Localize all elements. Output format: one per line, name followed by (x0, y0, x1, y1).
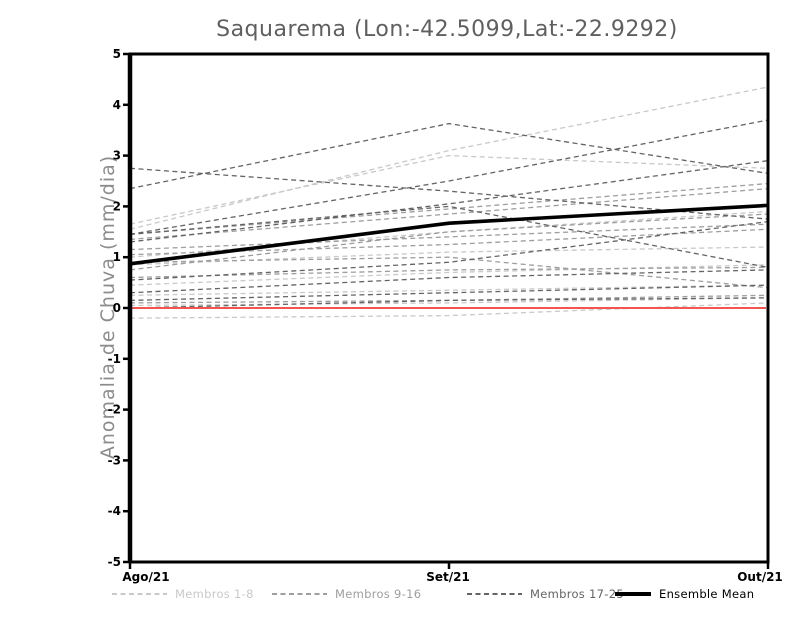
member-line-group-3 (129, 269, 769, 294)
legend-item-ensemble-mean: Ensemble Mean (615, 586, 754, 602)
legend-item-members-17-25: Membros 17-25 (467, 586, 624, 602)
member-line-group-2 (129, 256, 769, 289)
y-tick-label: 3 (113, 149, 121, 163)
member-line-group-1 (129, 284, 769, 296)
member-line-group-3 (129, 284, 769, 302)
member-line-group-3 (129, 205, 769, 268)
member-line-group-3 (129, 167, 769, 220)
legend-dashed-line-icon (467, 593, 522, 595)
y-tick-label: 4 (113, 98, 121, 112)
legend-item-members-9-16: Membros 9-16 (272, 586, 421, 602)
legend-solid-line-icon (615, 592, 651, 596)
legend-label: Membros 1-8 (175, 587, 254, 601)
y-tick-label: -4 (108, 504, 121, 518)
y-tick-label: -5 (108, 555, 121, 569)
y-tick-label: 0 (113, 301, 121, 315)
legend-label: Ensemble Mean (659, 587, 755, 601)
y-tick-label: -2 (108, 403, 121, 417)
member-line-group-2 (129, 182, 769, 235)
member-line-group-2 (129, 187, 769, 241)
member-line-group-3 (129, 297, 769, 309)
legend: Membros 1-8 Membros 9-16 Membros 17-25 E… (0, 586, 800, 606)
member-line-group-1 (129, 297, 769, 307)
legend-dashed-line-icon (112, 593, 167, 595)
member-line-group-3 (129, 160, 769, 243)
y-tick-label: -1 (108, 352, 121, 366)
x-tick-label: Set/21 (426, 570, 470, 584)
member-line-group-3 (129, 119, 769, 235)
ensemble-mean-line (129, 203, 769, 266)
y-tick-label: 5 (113, 47, 121, 61)
member-line-group-2 (129, 294, 769, 304)
y-tick-label: 1 (113, 250, 121, 264)
chart-title: Saquarema (Lon:-42.5099,Lat:-22.9292) (216, 17, 678, 42)
legend-item-members-1-8: Membros 1-8 (112, 586, 254, 602)
y-tick-label: 2 (113, 199, 121, 213)
member-line-group-2 (129, 223, 769, 251)
member-line-group-1 (129, 86, 769, 230)
legend-dashed-line-icon (272, 593, 327, 595)
x-tick-label: Ago/21 (122, 570, 169, 584)
member-line-group-3 (129, 122, 769, 190)
member-line-group-3 (129, 220, 769, 281)
x-tick-label: Out/21 (737, 570, 783, 584)
legend-label: Membros 17-25 (530, 587, 624, 601)
y-tick-label: -3 (108, 453, 121, 467)
member-line-group-1 (129, 264, 769, 286)
legend-label: Membros 9-16 (335, 587, 422, 601)
member-line-group-1 (129, 154, 769, 225)
member-line-group-2 (129, 266, 769, 279)
